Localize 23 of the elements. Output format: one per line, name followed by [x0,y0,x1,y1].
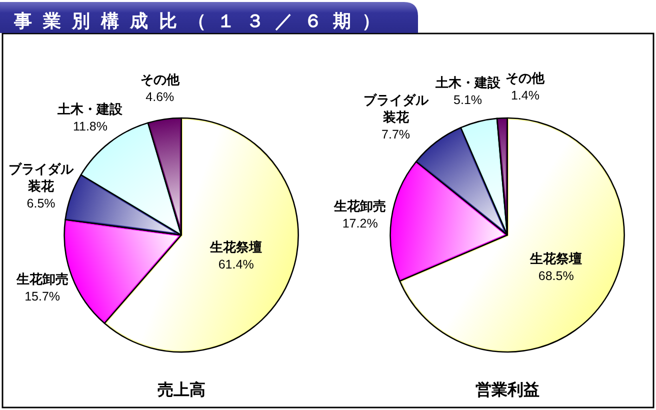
slice-label: ブライダル装花 [8,161,75,194]
chart-title: 事業別構成比（１３／６期） [13,11,391,31]
slice-label: 生花祭壇 [529,251,582,266]
data-label: 68.5% [538,269,574,284]
text: 営業利益 [475,381,540,399]
slice-label: 生花卸売 [333,198,386,214]
text: 売上高 [157,380,206,399]
slice-label: 生花祭壇 [209,240,262,255]
data-label: 15.7% [24,290,60,304]
data-label: 11.8% [72,120,108,134]
slice-label: 生花卸売 [15,272,68,287]
data-label: 7.7% [382,127,410,142]
slice-label: ブライダル装花 [363,92,430,124]
data-label: 17.2% [342,216,378,231]
data-label: 61.4% [218,258,254,272]
slice-label: 土木・建設 [434,74,502,90]
slice-label: 土木・建設 [56,102,124,117]
data-label: 6.5% [26,196,56,210]
data-label: 5.1% [454,92,482,107]
slice-label: その他 [140,72,180,87]
slice-label: その他 [506,70,546,86]
data-label: 4.6% [146,90,174,104]
data-label: 1.4% [510,88,540,103]
